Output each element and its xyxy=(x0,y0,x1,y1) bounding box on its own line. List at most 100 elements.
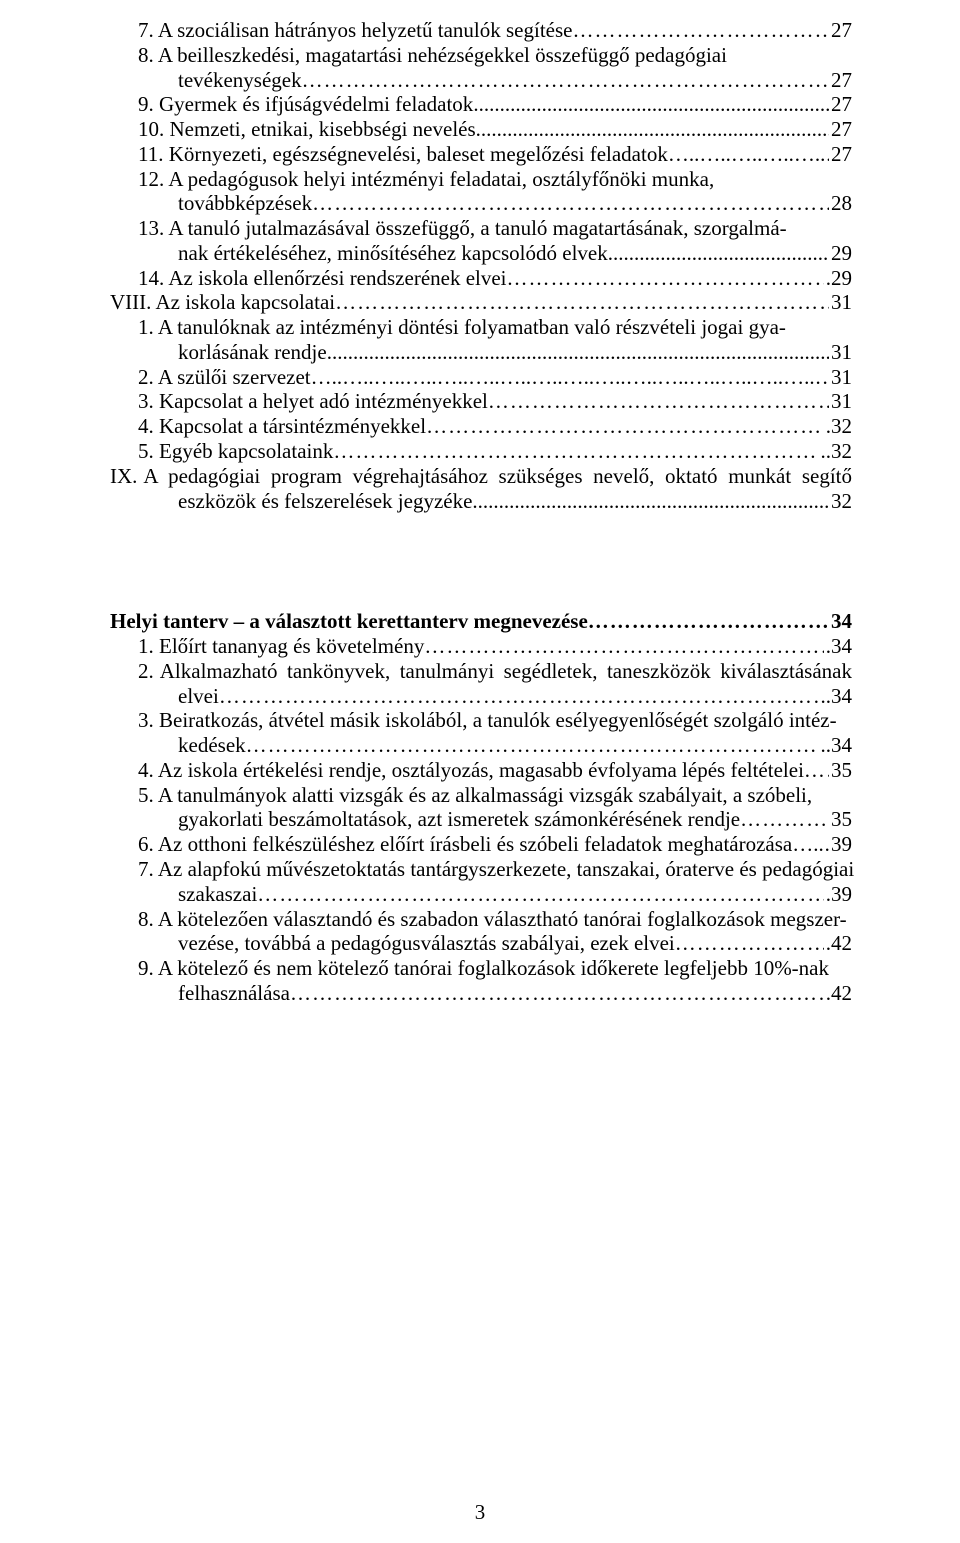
toc-page: 35 xyxy=(829,758,852,783)
toc-leader xyxy=(608,241,829,266)
toc-leader xyxy=(488,389,829,414)
toc-text: 1. A tanulóknak az intézményi döntési fo… xyxy=(138,315,786,340)
toc-leader xyxy=(507,266,824,291)
toc-text: továbbképzések xyxy=(178,191,312,216)
toc-label: 2. xyxy=(138,659,160,684)
toc-text: elvei xyxy=(178,684,219,709)
toc-text: felhasználása xyxy=(178,981,290,1006)
toc-page: ..34 xyxy=(819,733,853,758)
toc-entry: 13. A tanuló jutalmazásával összefüggő, … xyxy=(110,216,852,241)
toc-leader xyxy=(668,142,829,167)
toc-text: vezése, továbbá a pedagógusválasztás sza… xyxy=(178,931,675,956)
toc-page: .32 xyxy=(824,414,852,439)
toc-leader xyxy=(290,981,824,1006)
toc-heading-text: Helyi tanterv – a választott kerettanter… xyxy=(110,609,588,634)
toc-page: .42 xyxy=(824,981,852,1006)
toc-entry: 1. A tanulóknak az intézményi döntési fo… xyxy=(110,315,852,340)
toc-entry-line2: kedések ..34 xyxy=(110,733,852,758)
toc-entry: vezése, továbbá a pedagógusválasztás sza… xyxy=(110,931,852,956)
toc-leader xyxy=(572,18,829,43)
toc-page: 31 xyxy=(829,290,852,315)
toc-page: 35 xyxy=(829,807,852,832)
toc-text: szakaszai xyxy=(178,882,257,907)
toc-entry: 9. Gyermek és ifjúságvédelmi feladatok27 xyxy=(110,92,852,117)
toc-section-2: Helyi tanterv – a választott kerettanter… xyxy=(110,609,852,1005)
toc-entry-line2: elvei ..34 xyxy=(110,684,852,709)
toc-text: nak értékeléséhez, minősítéséhez kapcsol… xyxy=(178,241,608,266)
toc-page: .42 xyxy=(824,931,852,956)
toc-text: Alkalmazható tankönyvek, tanulmányi segé… xyxy=(160,659,852,684)
toc-entry: továbbképzések28 xyxy=(110,191,852,216)
toc-page: ..34 xyxy=(819,684,853,709)
toc-text: 6. Az otthoni felkészüléshez előírt írás… xyxy=(138,832,792,857)
toc-entry: 5. Egyéb kapcsolataink ..32 xyxy=(110,439,852,464)
toc-entry: 8. A kötelezően választandó és szabadon … xyxy=(110,907,852,932)
toc-page: 27 xyxy=(829,68,852,93)
toc-text: eszközök és felszerelések jegyzéke xyxy=(178,489,472,514)
toc-leader xyxy=(476,117,829,142)
toc-text: korlásának rendje xyxy=(178,340,327,365)
toc-leader xyxy=(804,758,829,783)
toc-text: 10. Nemzeti, etnikai, kisebbségi nevelés xyxy=(138,117,476,142)
toc-page: 27 xyxy=(829,18,852,43)
toc-page: 29 xyxy=(829,241,852,266)
toc-heading: Helyi tanterv – a választott kerettanter… xyxy=(110,609,852,634)
toc-page: .34 xyxy=(824,634,852,659)
toc-text: A pedagógiai program végrehajtásához szü… xyxy=(143,464,852,489)
toc-text: 11. Környezeti, egészségnevelési, balese… xyxy=(138,142,668,167)
toc-entry: szakaszai .39 xyxy=(110,882,852,907)
toc-page: 27 xyxy=(829,92,852,117)
toc-text: tevékenységek xyxy=(178,68,302,93)
toc-leader xyxy=(792,832,829,857)
page-number: 3 xyxy=(0,1500,960,1525)
toc-entry: 2. A szülői szervezet31 xyxy=(110,365,852,390)
toc-text: 5. Egyéb kapcsolataink xyxy=(138,439,333,464)
toc-page: 31 xyxy=(829,389,852,414)
toc-leader xyxy=(675,931,824,956)
toc-text: 5. A tanulmányok alatti vizsgák és az al… xyxy=(138,783,812,808)
toc-entry-line1: 2.Alkalmazható tankönyvek, tanulmányi se… xyxy=(110,659,852,684)
toc-entry: 9. A kötelező és nem kötelező tanórai fo… xyxy=(110,956,852,981)
toc-text: 12. A pedagógusok helyi intézményi felad… xyxy=(138,167,714,192)
toc-text: 8. A kötelezően választandó és szabadon … xyxy=(138,907,847,932)
toc-entry: 4. Az iskola értékelési rendje, osztályo… xyxy=(110,758,852,783)
toc-page: .39 xyxy=(824,882,852,907)
toc-page: 31 xyxy=(829,340,852,365)
toc-leader xyxy=(473,92,829,117)
toc-entry: 14. Az iskola ellenőrzési rendszerének e… xyxy=(110,266,852,291)
toc-text: 8. A beilleszkedési, magatartási nehézsé… xyxy=(138,43,727,68)
toc-entry: 11. Környezeti, egészségnevelési, balese… xyxy=(110,142,852,167)
toc-page: 39 xyxy=(829,832,852,857)
toc-page: 32 xyxy=(829,489,852,514)
toc-page: 27 xyxy=(829,142,852,167)
toc-leader xyxy=(327,340,829,365)
toc-entry-line1: 3. Beiratkozás, átvétel másik iskolából,… xyxy=(110,708,852,733)
toc-text: 9. A kötelező és nem kötelező tanórai fo… xyxy=(138,956,829,981)
toc-text: 3. Beiratkozás, átvétel másik iskolából,… xyxy=(138,708,837,733)
toc-leader xyxy=(257,882,823,907)
toc-entry: 7. A szociálisan hátrányos helyzetű tanu… xyxy=(110,18,852,43)
toc-entry: 4. Kapcsolat a társintézményekkel.32 xyxy=(110,414,852,439)
toc-entry: nak értékeléséhez, minősítéséhez kapcsol… xyxy=(110,241,852,266)
toc-entry: gyakorlati beszámoltatások, azt ismerete… xyxy=(110,807,852,832)
toc-text: gyakorlati beszámoltatások, azt ismerete… xyxy=(178,807,740,832)
toc-entry: VIII. Az iskola kapcsolatai31 xyxy=(110,290,852,315)
toc-page: 31 xyxy=(829,365,852,390)
toc-entry: IX.A pedagógiai program végrehajtásához … xyxy=(110,464,852,514)
toc-text: 1. Előírt tananyag és követelmény xyxy=(138,634,424,659)
toc-page: ..32 xyxy=(819,439,853,464)
toc-entry-line2: eszközök és felszerelések jegyzéke 32 xyxy=(110,489,852,514)
toc-entry: 3. Kapcsolat a helyet adó intézményekkel… xyxy=(110,389,852,414)
toc-page: 34 xyxy=(829,609,852,634)
toc-entry: 1. Előírt tananyag és követelmény .34 xyxy=(110,634,852,659)
toc-text: 3. Kapcsolat a helyet adó intézményekkel xyxy=(138,389,488,414)
toc-entry: 6. Az otthoni felkészüléshez előírt írás… xyxy=(110,832,852,857)
toc-entry: felhasználása .42 xyxy=(110,981,852,1006)
toc-entry: 10. Nemzeti, etnikai, kisebbségi nevelés… xyxy=(110,117,852,142)
toc-leader xyxy=(588,609,829,634)
toc-leader xyxy=(246,733,819,758)
toc-text: kedések xyxy=(178,733,246,758)
toc-entry-line1: IX.A pedagógiai program végrehajtásához … xyxy=(110,464,852,489)
toc-text: 4. Az iskola értékelési rendje, osztályo… xyxy=(138,758,804,783)
toc-text: 7. Az alapfokú művészetoktatás tantárgys… xyxy=(138,857,854,882)
